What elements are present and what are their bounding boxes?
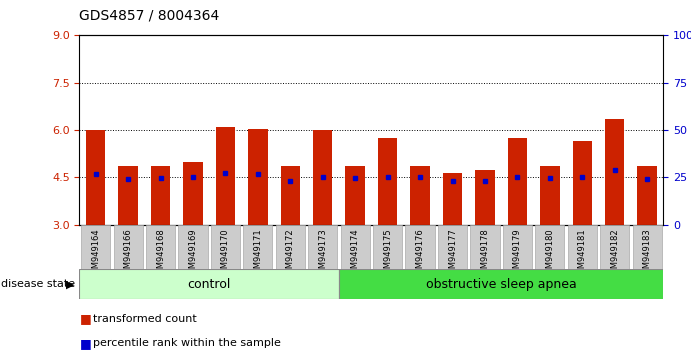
FancyBboxPatch shape: [113, 225, 143, 269]
FancyBboxPatch shape: [503, 225, 532, 269]
Text: GSM949171: GSM949171: [254, 228, 263, 279]
FancyBboxPatch shape: [146, 225, 175, 269]
Bar: [216, 127, 235, 225]
Bar: [573, 141, 592, 225]
FancyBboxPatch shape: [81, 225, 111, 269]
Bar: [508, 138, 527, 225]
Text: GSM949176: GSM949176: [415, 228, 424, 279]
Bar: [475, 170, 495, 225]
FancyBboxPatch shape: [536, 225, 565, 269]
Bar: [540, 166, 560, 225]
Bar: [443, 173, 462, 225]
Bar: [248, 129, 267, 225]
Text: transformed count: transformed count: [93, 314, 197, 324]
Text: GSM949182: GSM949182: [610, 228, 619, 279]
FancyBboxPatch shape: [632, 225, 662, 269]
Bar: [281, 166, 300, 225]
Text: disease state: disease state: [1, 279, 75, 289]
Text: GSM949173: GSM949173: [319, 228, 328, 279]
FancyBboxPatch shape: [276, 225, 305, 269]
Text: ■: ■: [79, 337, 91, 350]
Text: GSM949178: GSM949178: [480, 228, 489, 279]
Text: GSM949179: GSM949179: [513, 228, 522, 279]
Text: obstructive sleep apnea: obstructive sleep apnea: [426, 278, 576, 291]
Bar: [605, 119, 625, 225]
FancyBboxPatch shape: [308, 225, 337, 269]
FancyBboxPatch shape: [178, 225, 207, 269]
Bar: [151, 166, 170, 225]
Text: GSM949166: GSM949166: [124, 228, 133, 279]
Text: GSM949177: GSM949177: [448, 228, 457, 279]
FancyBboxPatch shape: [438, 225, 467, 269]
Text: GSM949169: GSM949169: [189, 228, 198, 279]
FancyBboxPatch shape: [600, 225, 630, 269]
Text: GSM949174: GSM949174: [351, 228, 360, 279]
FancyBboxPatch shape: [79, 269, 339, 299]
Text: GSM949164: GSM949164: [91, 228, 100, 279]
Bar: [313, 130, 332, 225]
Bar: [378, 138, 397, 225]
Bar: [410, 166, 430, 225]
Bar: [637, 166, 657, 225]
Text: GSM949172: GSM949172: [286, 228, 295, 279]
Bar: [183, 162, 202, 225]
Text: ■: ■: [79, 312, 91, 325]
Text: GSM949183: GSM949183: [643, 228, 652, 279]
Text: GSM949168: GSM949168: [156, 228, 165, 279]
Bar: [118, 166, 138, 225]
FancyBboxPatch shape: [243, 225, 272, 269]
FancyBboxPatch shape: [373, 225, 402, 269]
FancyBboxPatch shape: [339, 269, 663, 299]
FancyBboxPatch shape: [406, 225, 435, 269]
Text: GSM949180: GSM949180: [545, 228, 554, 279]
FancyBboxPatch shape: [471, 225, 500, 269]
Bar: [346, 166, 365, 225]
FancyBboxPatch shape: [568, 225, 597, 269]
FancyBboxPatch shape: [341, 225, 370, 269]
Text: control: control: [187, 278, 231, 291]
Text: percentile rank within the sample: percentile rank within the sample: [93, 338, 281, 348]
Text: GSM949170: GSM949170: [221, 228, 230, 279]
Text: ▶: ▶: [66, 279, 75, 289]
FancyBboxPatch shape: [211, 225, 240, 269]
Text: GSM949181: GSM949181: [578, 228, 587, 279]
Text: GSM949175: GSM949175: [383, 228, 392, 279]
Text: GDS4857 / 8004364: GDS4857 / 8004364: [79, 9, 220, 23]
Bar: [86, 130, 106, 225]
